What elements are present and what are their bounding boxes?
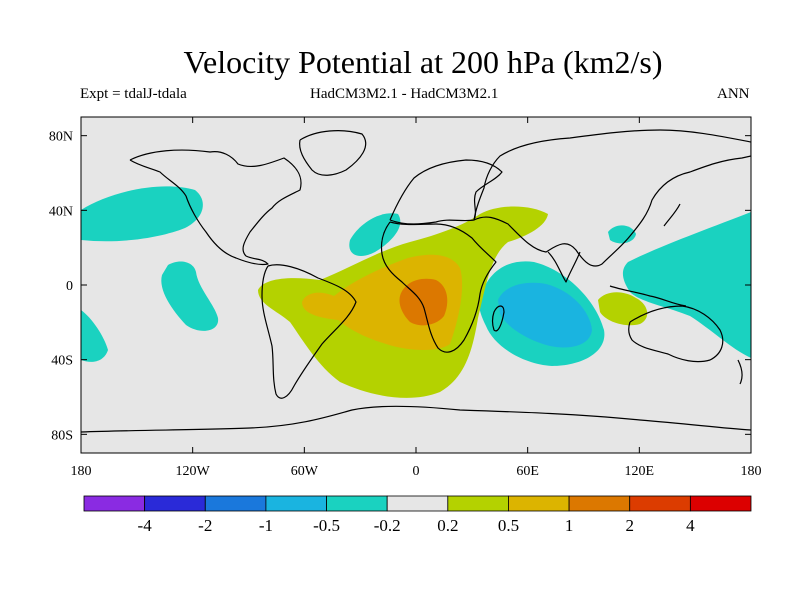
colorbar-label: 0.2 bbox=[437, 516, 458, 535]
colorbar-swatch bbox=[447, 495, 509, 512]
contour-north-atlantic-neg bbox=[349, 213, 401, 256]
colorbar-swatch bbox=[144, 495, 206, 512]
colorbar: -4 -2 -1 -0.5 -0.2 0.2 0.5 1 2 4 bbox=[83, 495, 752, 535]
coastlines bbox=[81, 129, 751, 433]
chart-title: Velocity Potential at 200 hPa (km2/s) bbox=[183, 44, 663, 80]
model-label: HadCM3M2.1 - HadCM3M2.1 bbox=[310, 86, 499, 102]
y-tick-label: 40N bbox=[49, 204, 73, 219]
colorbar-swatch bbox=[629, 495, 691, 512]
colorbar-label: 1 bbox=[565, 516, 574, 535]
colorbar-swatch bbox=[386, 495, 449, 512]
coast-new-zealand bbox=[737, 359, 743, 385]
coast-asia bbox=[473, 129, 751, 267]
coast-north-america bbox=[129, 149, 302, 266]
x-tick-label: 120E bbox=[625, 464, 655, 479]
colorbar-swatch bbox=[204, 495, 267, 512]
contour-atlantic-mid-pos bbox=[302, 254, 463, 350]
colorbar-swatch bbox=[508, 495, 570, 512]
colorbar-label: 2 bbox=[625, 516, 634, 535]
contour-south-pacific-neg bbox=[161, 261, 219, 331]
coast-indonesia bbox=[609, 285, 687, 307]
coast-south-america bbox=[261, 264, 357, 399]
x-tick-label: 0 bbox=[413, 464, 420, 479]
coast-india bbox=[547, 251, 581, 283]
y-axis: 80N 40N 0 40S 80S bbox=[49, 130, 751, 443]
x-tick-label: 60W bbox=[291, 464, 319, 479]
colorbar-label: -0.2 bbox=[374, 516, 401, 535]
field-layer bbox=[81, 186, 751, 398]
x-tick-label: 180 bbox=[741, 464, 762, 479]
coast-greenland bbox=[299, 130, 367, 176]
colorbar-label: -0.5 bbox=[313, 516, 340, 535]
experiment-label: Expt = tdalJ-tdala bbox=[80, 86, 187, 102]
coast-japan bbox=[663, 203, 681, 227]
coast-australia bbox=[628, 305, 724, 363]
colorbar-swatch bbox=[265, 495, 327, 512]
coast-madagascar bbox=[491, 305, 505, 332]
contour-west-pacific-neg bbox=[622, 212, 751, 358]
x-tick-label: 180 bbox=[71, 464, 92, 479]
y-tick-label: 80N bbox=[49, 130, 73, 145]
coast-antarctica bbox=[81, 405, 751, 433]
contour-southeast-pacific-neg bbox=[81, 310, 108, 362]
y-tick-label: 40S bbox=[51, 354, 73, 369]
coast-europe bbox=[389, 159, 503, 225]
coast-africa bbox=[380, 221, 497, 353]
colorbar-swatch bbox=[326, 495, 388, 512]
colorbar-label: -2 bbox=[198, 516, 212, 535]
colorbar-label: -1 bbox=[259, 516, 273, 535]
contour-indian-ocean-core-neg bbox=[498, 282, 592, 348]
x-tick-label: 120W bbox=[176, 464, 211, 479]
season-label: ANN bbox=[717, 86, 750, 102]
x-axis: 180 120W 60W 0 60E 120E 180 bbox=[71, 117, 762, 479]
colorbar-label: 4 bbox=[686, 516, 695, 535]
contour-north-pacific-neg bbox=[81, 186, 203, 242]
colorbar-swatch bbox=[689, 495, 752, 512]
contour-china-neg bbox=[608, 225, 636, 244]
y-tick-label: 80S bbox=[51, 428, 73, 443]
contour-maritime-pos bbox=[598, 292, 648, 326]
y-tick-label: 0 bbox=[66, 279, 73, 294]
colorbar-label: -4 bbox=[138, 516, 153, 535]
colorbar-swatch bbox=[568, 495, 631, 512]
colorbar-label: 0.5 bbox=[498, 516, 519, 535]
x-tick-label: 60E bbox=[516, 464, 539, 479]
colorbar-swatch bbox=[83, 495, 146, 512]
